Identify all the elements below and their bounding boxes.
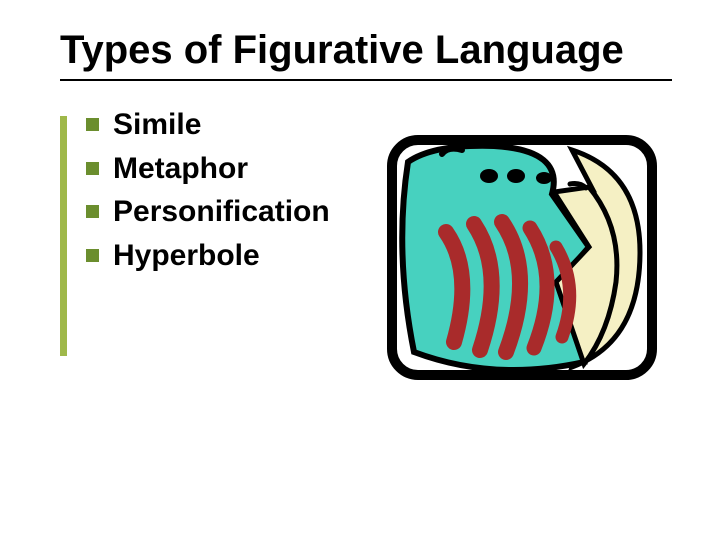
bullet-text: Metaphor <box>113 147 248 191</box>
bullet-icon <box>86 162 99 175</box>
slide-title: Types of Figurative Language <box>60 28 672 81</box>
bullet-icon <box>86 205 99 218</box>
bullet-icon <box>86 118 99 131</box>
bullet-text: Simile <box>113 103 201 147</box>
clipart-image <box>384 132 664 392</box>
accent-bar <box>60 116 67 356</box>
bullet-text: Hyperbole <box>113 234 260 278</box>
slide: Types of Figurative Language Simile Meta… <box>0 0 720 540</box>
bullet-icon <box>86 249 99 262</box>
bullet-text: Personification <box>113 190 330 234</box>
